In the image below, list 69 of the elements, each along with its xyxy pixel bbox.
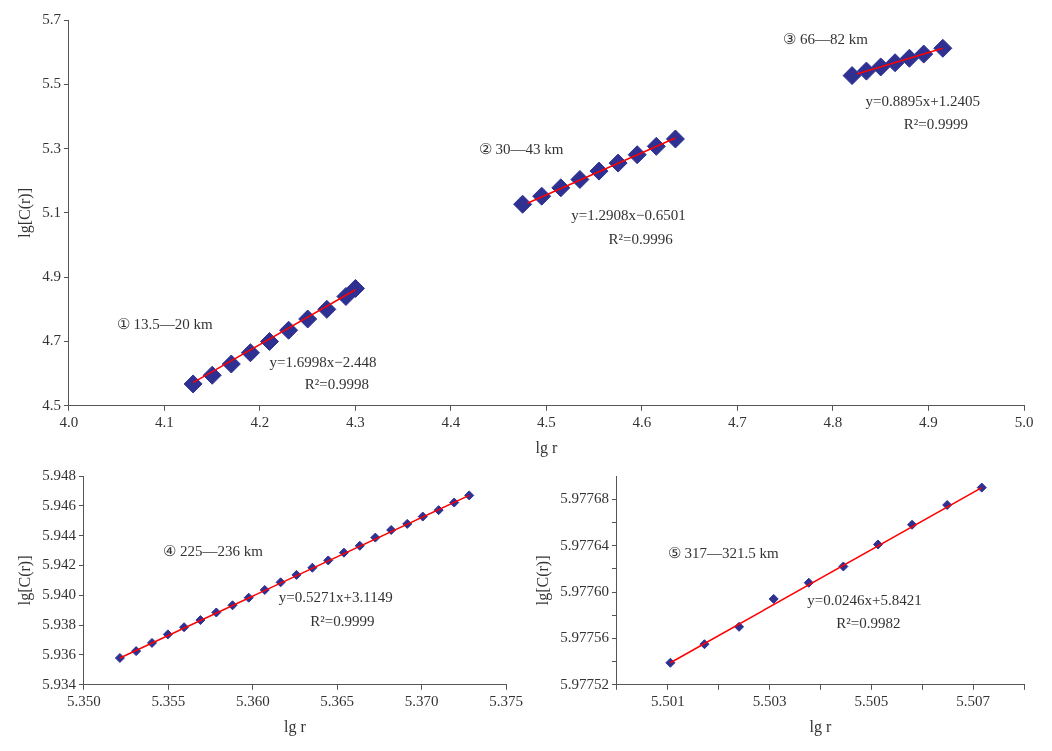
y-axis-title: lg[C(r)] xyxy=(533,555,552,606)
y-tick-label: 5.938 xyxy=(42,616,76,633)
point xyxy=(513,194,533,214)
annotation: y=0.8895x+1.2405 xyxy=(865,93,980,110)
y-tick-label: 5.1 xyxy=(42,203,61,220)
y-tick-label: 5.7 xyxy=(42,10,62,27)
point xyxy=(183,374,203,394)
x-tick-label: 4.1 xyxy=(155,413,174,430)
y-tick-label: 5.97760 xyxy=(560,582,609,599)
annotation: y=1.6998x−2.448 xyxy=(269,353,377,370)
point xyxy=(842,66,862,86)
y-tick-label: 4.5 xyxy=(42,396,61,413)
x-tick-label: 5.375 xyxy=(489,692,523,709)
annotation: ④ 225—236 km xyxy=(163,543,264,560)
x-tick-label: 4.6 xyxy=(632,413,652,430)
annotation: R²=0.9996 xyxy=(608,230,674,247)
annotation: y=0.0246x+5.8421 xyxy=(807,592,922,609)
x-axis-title: lg r xyxy=(284,717,307,736)
y-tick-label: 5.97756 xyxy=(560,629,610,646)
y-tick-label: 5.934 xyxy=(42,675,77,692)
y-tick-label: 5.942 xyxy=(42,556,76,573)
y-tick-label: 5.940 xyxy=(42,586,76,603)
annotation: y=1.2908x−0.6501 xyxy=(571,207,686,224)
y-tick-label: 5.97764 xyxy=(560,536,610,553)
annotation: R²=0.9999 xyxy=(310,612,375,629)
y-axis-title: lg[C(r)] xyxy=(15,555,34,606)
x-tick-label: 5.0 xyxy=(1014,413,1034,430)
x-tick-label: 5.370 xyxy=(404,692,439,709)
y-tick-label: 5.946 xyxy=(42,496,77,513)
x-tick-label: 5.503 xyxy=(752,692,787,709)
annotation: y=0.5271x+3.1149 xyxy=(278,589,393,606)
x-tick-label: 4.3 xyxy=(346,413,365,430)
point xyxy=(768,593,779,604)
x-tick-label: 4.2 xyxy=(250,413,270,430)
x-axis-title: lg r xyxy=(535,438,559,457)
x-tick-label: 4.0 xyxy=(59,413,79,430)
x-axis-title: lg r xyxy=(809,717,833,736)
x-tick-label: 4.7 xyxy=(728,413,748,430)
y-tick-label: 4.7 xyxy=(42,332,62,349)
x-tick-label: 5.355 xyxy=(151,692,186,709)
x-tick-label: 5.507 xyxy=(956,692,991,709)
x-tick-label: 4.8 xyxy=(823,413,843,430)
x-tick-label: 4.4 xyxy=(441,413,461,430)
x-tick-label: 5.505 xyxy=(854,692,889,709)
point xyxy=(933,38,953,58)
point xyxy=(665,129,685,149)
y-tick-label: 5.936 xyxy=(42,645,77,662)
point xyxy=(345,278,365,298)
y-tick-label: 5.5 xyxy=(42,75,61,92)
annotation: R²=0.9998 xyxy=(304,376,370,393)
y-tick-label: 5.944 xyxy=(42,526,77,543)
y-tick-label: 5.3 xyxy=(42,139,61,156)
y-tick-label: 5.948 xyxy=(42,466,76,483)
y-tick-label: 4.9 xyxy=(42,268,61,285)
x-tick-label: 5.360 xyxy=(235,692,270,709)
annotation: ③ 66—82 km xyxy=(783,31,869,48)
x-tick-label: 5.365 xyxy=(320,692,355,709)
y-axis-title: lg[C(r)] xyxy=(15,188,34,238)
annotation: ① 13.5—20 km xyxy=(116,316,213,333)
annotation: R²=0.9982 xyxy=(836,615,901,632)
x-tick-label: 5.350 xyxy=(67,692,101,709)
annotation: R²=0.9999 xyxy=(903,116,968,133)
y-tick-label: 5.97752 xyxy=(560,675,609,692)
y-tick-label: 5.97768 xyxy=(560,490,609,507)
annotation: ② 30—43 km xyxy=(478,141,564,158)
annotation: ⑤ 317—321.5 km xyxy=(667,544,780,561)
x-tick-label: 4.9 xyxy=(919,413,938,430)
x-tick-label: 4.5 xyxy=(537,413,556,430)
x-tick-label: 5.501 xyxy=(650,692,685,709)
